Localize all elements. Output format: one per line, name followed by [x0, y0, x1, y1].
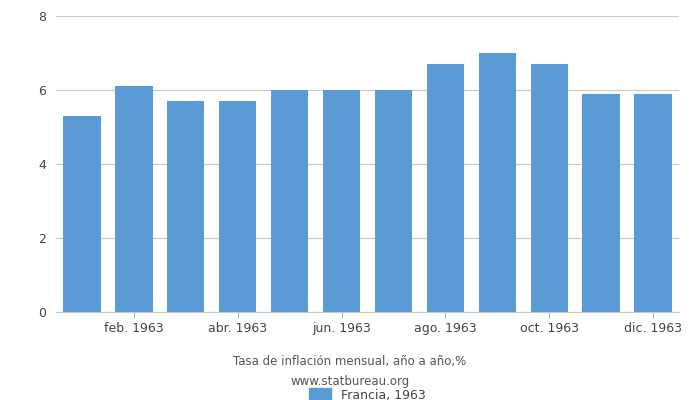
Bar — [271, 90, 308, 312]
Bar — [167, 101, 204, 312]
Bar — [634, 94, 672, 312]
Bar — [219, 101, 256, 312]
Text: Tasa de inflación mensual, año a año,%: Tasa de inflación mensual, año a año,% — [233, 356, 467, 368]
Bar — [323, 90, 360, 312]
Bar — [582, 94, 620, 312]
Bar — [116, 86, 153, 312]
Bar — [374, 90, 412, 312]
Bar — [427, 64, 464, 312]
Legend: Francia, 1963: Francia, 1963 — [304, 383, 431, 400]
Bar — [63, 116, 101, 312]
Bar — [531, 64, 568, 312]
Text: www.statbureau.org: www.statbureau.org — [290, 376, 410, 388]
Bar — [479, 53, 516, 312]
